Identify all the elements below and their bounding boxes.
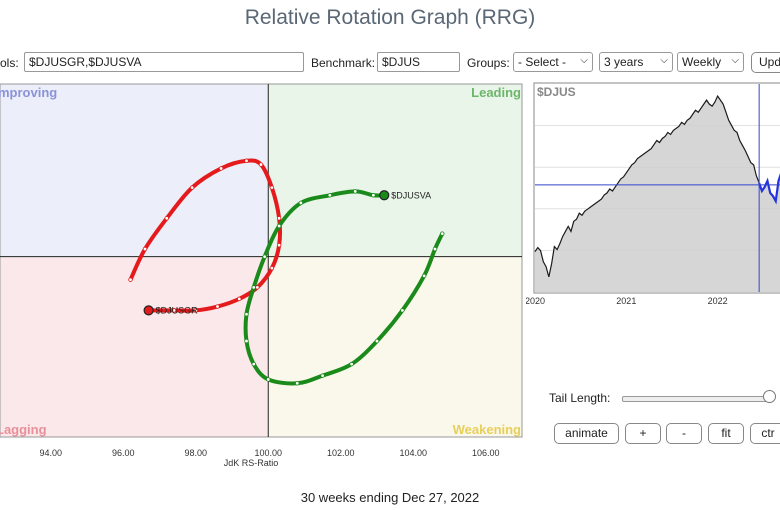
rrg-tail-point (400, 308, 405, 313)
rrg-tail-point (258, 162, 264, 167)
tail-length-slider-handle[interactable] (763, 390, 776, 403)
groups-label: Groups: (467, 56, 510, 70)
rrg-tail-point (128, 277, 133, 282)
rrg-tail-point (266, 377, 271, 382)
rrg-tail-point (440, 231, 445, 236)
rrg-x-tick-label: 102.00 (327, 448, 355, 458)
price-x-tick-label: 2021 (616, 296, 636, 306)
rrg-tail-point (276, 223, 282, 229)
rrg-x-tick-label: 104.00 (399, 448, 427, 458)
chevron-down-icon: ⌵ (580, 55, 588, 66)
groups-select-value: - Select - (518, 55, 567, 69)
rrg-tail-point (374, 338, 380, 344)
rrg-tail-point (269, 265, 275, 271)
rrg-x-axis-label: JdK RS-Ratio (224, 458, 279, 468)
rrg-tail-point (432, 246, 438, 252)
rrg-x-tick-label: 100.00 (254, 448, 282, 458)
toolbar: ols: $DJUSGR,$DJUSVA Benchmark: $DJUS Gr… (0, 51, 780, 75)
symbols-label: ols: (0, 56, 19, 70)
chevron-down-icon: ⌵ (660, 55, 668, 66)
rrg-x-tick-label: 96.00 (112, 448, 135, 458)
rrg-tail-point (237, 296, 242, 302)
weakening-quadrant (268, 256, 522, 437)
period-select[interactable]: 3 years ⌵ (599, 52, 673, 72)
price-area (534, 84, 780, 292)
rrg-x-tick-label: 94.00 (39, 448, 62, 458)
fit-button[interactable]: fit (708, 423, 744, 444)
price-chart: $DJUS 2020 2021 2022 (526, 82, 780, 306)
improving-label: mproving (0, 85, 57, 100)
rrg-series-label: $DJUSGR (156, 305, 199, 315)
leading-quadrant (268, 84, 522, 257)
rrg-head-point[interactable] (379, 190, 390, 201)
benchmark-label: Benchmark: (311, 56, 376, 70)
rrg-tail-point (215, 304, 220, 309)
weakening-label: Weakening (453, 422, 521, 437)
rrg-tail-point (171, 308, 177, 313)
price-x-tick-label: 2020 (526, 296, 545, 306)
zoom-out-button[interactable]: - (666, 423, 702, 444)
rrg-tail-point (353, 189, 358, 194)
frequency-select-value: Weekly (682, 55, 722, 69)
rrg-tail-point (244, 312, 249, 317)
animate-button[interactable]: animate (554, 423, 619, 444)
benchmark-input[interactable]: $DJUS (377, 52, 460, 72)
symbols-input[interactable]: $DJUSGR,$DJUSVA (24, 52, 304, 72)
tail-length-slider[interactable] (622, 396, 774, 402)
rrg-tail-point (295, 381, 300, 386)
price-fill (535, 96, 780, 292)
tail-length-label: Tail Length: (549, 391, 611, 405)
price-line (534, 94, 760, 278)
rrg-tail-point (371, 193, 376, 198)
rrg-tail-point (244, 338, 249, 344)
rrg-tail-point (193, 308, 198, 313)
price-symbol-label: $DJUS (537, 85, 576, 99)
update-button[interactable]: Upd (751, 52, 780, 73)
rrg-tail-point (244, 158, 249, 163)
rrg-tail-point (320, 373, 325, 378)
rrg-chart: mproving Leading Lagging Weakening 94.00… (0, 83, 523, 468)
improving-quadrant (0, 84, 269, 257)
zoom-in-button[interactable]: + (625, 423, 661, 444)
rrg-tail-point (349, 361, 354, 367)
period-select-value: 3 years (604, 55, 644, 69)
rrg-tail-point (298, 200, 304, 206)
rrg-series: $DJUSGR $DJUSVA (128, 158, 445, 386)
lagging-label: Lagging (0, 422, 47, 437)
groups-select[interactable]: - Select - ⌵ (513, 52, 593, 72)
leading-label: Leading (471, 85, 521, 100)
price-x-tick-label: 2022 (708, 296, 728, 306)
rrg-tail-point (218, 166, 224, 171)
rrg-tail-point (276, 216, 282, 221)
rrg-tail-point (251, 285, 256, 290)
rrg-tail-point (269, 185, 275, 190)
rrg-x-tick-label: 98.00 (184, 448, 207, 458)
rrg-x-tick-label: 106.00 (472, 448, 500, 458)
rrg-x-axis: 94.00 96.00 98.00 100.00 102.00 104.00 106.00 (39, 448, 499, 458)
rrg-tail-point (421, 273, 427, 279)
chevron-down-icon: ⌵ (731, 55, 739, 66)
frequency-select[interactable]: Weekly ⌵ (677, 52, 744, 72)
rrg-head-point[interactable] (143, 305, 154, 316)
page-title: Relative Rotation Graph (RRG) (244, 6, 536, 29)
center-button[interactable]: ctr (750, 423, 780, 444)
rrg-tail-point (251, 361, 256, 367)
lagging-quadrant (0, 256, 269, 437)
rrg-tail-point (189, 185, 195, 190)
footer-caption: 30 weeks ending Dec 27, 2022 (300, 490, 480, 505)
rrg-tail-point (164, 216, 169, 221)
rrg-tail-line (243, 189, 445, 386)
rrg-plot-border (0, 83, 523, 438)
rrg-tail-point (262, 254, 267, 259)
rrg-tail-point (276, 242, 282, 248)
price-x-axis: 2020 2021 2022 (526, 296, 728, 306)
rrg-tail-point (142, 246, 148, 252)
rrg-series-label: $DJUSVA (391, 190, 431, 200)
rrg-tail-point (327, 193, 333, 198)
